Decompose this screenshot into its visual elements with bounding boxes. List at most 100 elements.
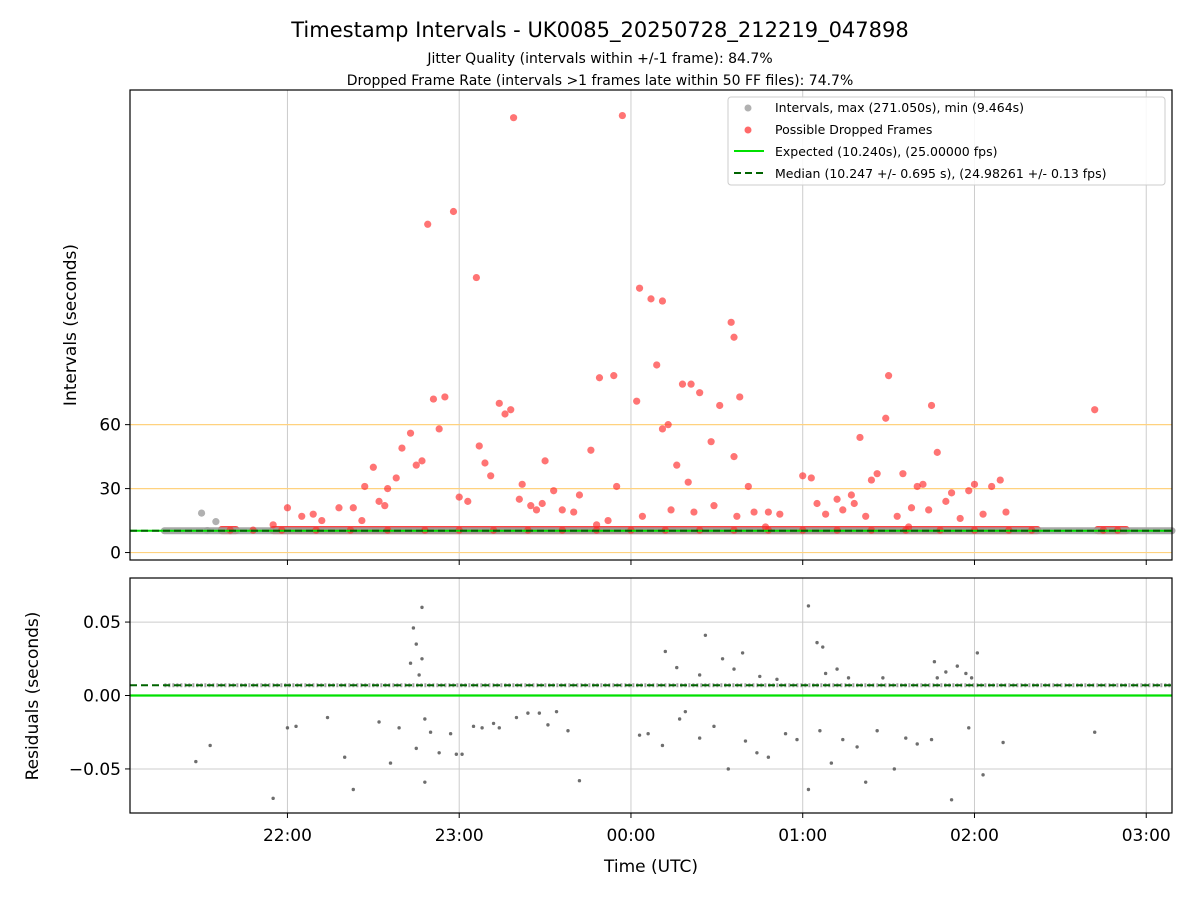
x-tick-label-0: 22:00 [263, 826, 312, 846]
dropped-point-61 [919, 480, 927, 488]
residual-point-31 [454, 752, 459, 756]
legend-label-dropped: Possible Dropped Frames [775, 122, 932, 137]
dropped-point-75 [455, 493, 463, 501]
dropped-point-36 [361, 482, 369, 491]
residual-point-33 [491, 721, 496, 726]
dropped-point-62 [933, 448, 941, 456]
dropped-point-34 [475, 442, 483, 450]
dropped-point-1 [618, 111, 626, 120]
dropped-point-54 [799, 472, 807, 480]
residual-point-48 [795, 737, 799, 742]
dropped-point-30 [882, 414, 890, 422]
x-tick-label-2: 00:00 [606, 826, 655, 846]
residual-point-1 [208, 743, 212, 748]
dropped-point-67 [996, 476, 1004, 484]
dropped-point-76 [464, 497, 472, 505]
dropped-point-21 [441, 393, 449, 401]
dropped-point-38 [384, 484, 392, 493]
dropped-point-101 [942, 497, 950, 505]
legend-label-intervals: Intervals, max (271.050s), min (9.464s) [775, 100, 1024, 115]
residual-point-20 [537, 711, 542, 715]
dropped-point-65 [970, 480, 979, 488]
dropped-point-90 [764, 508, 772, 516]
dropped-point-40 [412, 461, 420, 469]
top-points [197, 111, 1122, 535]
dropped-point-95 [839, 506, 847, 514]
dropped-point-80 [538, 499, 546, 508]
dropped-point-39 [392, 474, 400, 482]
x-tick-label-1: 23:00 [435, 826, 484, 846]
top-ylabel: Intervals (seconds) [61, 244, 81, 406]
top-ytick-label-0: 0 [110, 544, 121, 564]
residual-point-27 [408, 661, 413, 665]
residual-point-30 [423, 780, 427, 784]
dropped-point-22 [495, 399, 503, 407]
dropped-point-89 [750, 508, 758, 516]
dropped-point-64 [965, 487, 973, 495]
dropped-point-20 [429, 395, 438, 403]
dropped-point-103 [979, 510, 987, 518]
dropped-point-68 [283, 504, 292, 512]
dropped-point-93 [822, 510, 830, 518]
residual-point-58 [915, 742, 919, 746]
residual-point-42 [712, 724, 716, 729]
dropped-point-24 [507, 406, 515, 414]
dropped-point-81 [558, 506, 566, 514]
dropped-point-31 [856, 433, 864, 442]
dropped-point-74 [381, 502, 389, 510]
dropped-point-50 [673, 461, 681, 469]
residual-point-65 [663, 649, 668, 654]
dropped-point-82 [570, 508, 578, 516]
residual-point-84 [969, 676, 974, 680]
dropped-point-14 [678, 380, 687, 388]
dropped-point-85 [667, 506, 675, 514]
residual-point-50 [818, 729, 822, 733]
dropped-point-29 [658, 425, 667, 433]
bot-yticks: 0.05 0.00 −0.05 [69, 613, 130, 780]
dropped-point-73 [375, 497, 383, 505]
dropped-point-26 [716, 401, 724, 410]
bot-xticks: 22:00 23:00 00:00 01:00 02:00 03:00 [263, 813, 1171, 846]
dropped-point-71 [335, 504, 343, 512]
dropped-point-33 [435, 425, 443, 433]
residual-point-7 [351, 787, 355, 792]
dropped-point-2 [472, 273, 480, 282]
bot-points [194, 604, 1097, 802]
dropped-point-66 [988, 482, 996, 491]
residual-point-26 [414, 642, 418, 646]
subtitle-jitter: Jitter Quality (intervals within +/-1 fr… [426, 51, 772, 67]
dropped-point-48 [587, 446, 595, 454]
legend-marker-intervals [744, 104, 752, 112]
residual-point-15 [448, 731, 453, 736]
residual-point-13 [428, 730, 433, 734]
dropped-point-3 [424, 220, 432, 228]
dropped-point-8 [727, 318, 735, 326]
residual-point-46 [766, 755, 771, 759]
residual-point-0 [194, 759, 198, 764]
dropped-point-46 [550, 487, 558, 495]
legend: Intervals, max (271.050s), min (9.464s) … [727, 96, 1166, 186]
dropped-point-77 [515, 495, 523, 503]
dropped-point-18 [927, 401, 936, 410]
residual-point-81 [935, 676, 939, 680]
residual-point-39 [677, 717, 682, 721]
dropped-point-49 [613, 482, 621, 491]
residual-point-45 [755, 751, 759, 755]
dropped-point-7 [658, 297, 667, 305]
residual-point-67 [703, 633, 708, 637]
residual-point-6 [342, 755, 347, 759]
residual-point-24 [420, 605, 424, 610]
residual-point-87 [932, 660, 937, 664]
legend-box [727, 96, 1166, 186]
dropped-point-25 [633, 397, 641, 405]
dropped-point-98 [893, 512, 901, 520]
residual-point-19 [514, 715, 519, 720]
x-tick-label-5: 03:00 [1122, 826, 1171, 846]
dropped-point-53 [744, 482, 752, 491]
residual-point-49 [806, 787, 811, 792]
dropped-point-41 [418, 457, 426, 465]
dropped-point-12 [595, 374, 604, 382]
dropped-point-32 [406, 429, 415, 437]
dropped-point-15 [687, 380, 695, 388]
residual-point-85 [955, 664, 960, 668]
